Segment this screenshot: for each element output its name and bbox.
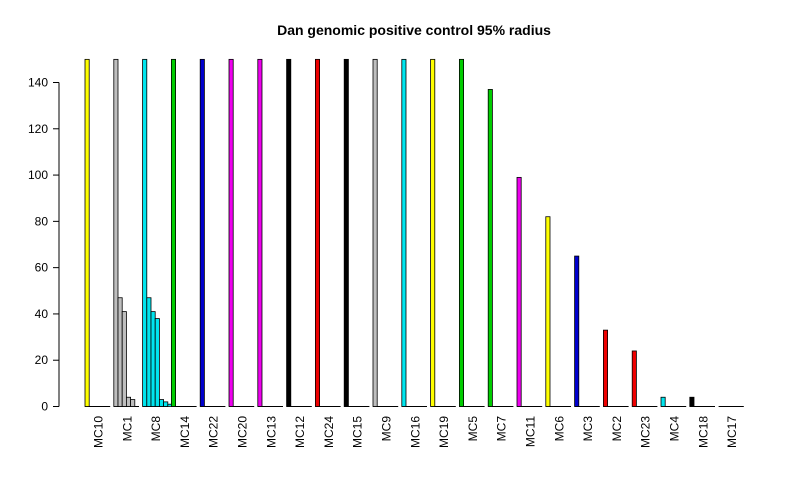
x-category-label: MC10: [92, 416, 106, 448]
bar: [401, 58, 407, 407]
bar: [343, 58, 349, 407]
bar: [516, 176, 522, 407]
bar: [228, 58, 234, 407]
x-category-label: MC17: [725, 416, 739, 448]
bar: [458, 58, 464, 407]
bars: [84, 58, 744, 407]
y-tick-label: 80: [35, 214, 49, 228]
x-axis-labels: MC10 MC1 MC8 MC14 MC22 MC20 MC13 MC12 MC24 MC15 MC…: [92, 416, 740, 448]
chart-title: Dan genomic positive control 95% radius: [277, 22, 551, 38]
x-category-label: MC3: [581, 416, 595, 442]
bar: [199, 58, 205, 407]
bar: [314, 58, 320, 407]
x-category-label: MC7: [495, 416, 509, 442]
bar: [631, 350, 637, 407]
x-category-label: MC8: [149, 416, 163, 442]
y-tick-label: 0: [41, 400, 48, 414]
x-category-label: MC20: [236, 416, 250, 448]
bar: [372, 58, 378, 407]
x-category-label: MC5: [466, 416, 480, 442]
bar: [660, 396, 666, 407]
y-tick-label: 40: [35, 307, 49, 321]
bar: [84, 58, 90, 407]
bar: [150, 311, 156, 407]
bar: [117, 297, 123, 407]
x-category-label: MC1: [120, 416, 134, 442]
bar: [170, 58, 176, 407]
x-category-label: MC23: [639, 416, 653, 448]
y-tick-label: 60: [35, 261, 49, 275]
x-category-label: MC18: [696, 416, 710, 448]
x-category-label: MC11: [524, 416, 538, 447]
x-category-label: MC6: [552, 416, 566, 442]
y-tick-label: 140: [28, 76, 48, 90]
bar: [257, 58, 263, 407]
x-category-label: MC4: [668, 416, 682, 442]
bar: [545, 216, 551, 407]
x-category-label: MC16: [408, 416, 422, 448]
bar: [146, 297, 152, 407]
bar: [689, 396, 695, 407]
x-category-label: MC2: [610, 416, 624, 442]
x-category-label: MC15: [351, 416, 365, 448]
bar: [126, 396, 132, 407]
y-axis: 0 20 40 60 80 100 120 140: [28, 76, 60, 414]
y-tick-label: 20: [35, 353, 49, 367]
bar: [158, 399, 164, 407]
bar: [163, 401, 169, 407]
x-category-label: MC24: [322, 416, 336, 448]
bar: [154, 318, 160, 407]
y-tick-label: 120: [28, 122, 48, 136]
bar: [603, 329, 609, 407]
x-category-label: MC12: [293, 416, 307, 448]
bar: [286, 58, 292, 407]
x-category-label: MC9: [380, 416, 394, 442]
bar: [430, 58, 436, 407]
bar: [574, 255, 580, 407]
bar: [121, 311, 127, 407]
bar: [487, 89, 493, 407]
x-category-label: MC13: [264, 416, 278, 448]
x-category-label: MC14: [178, 416, 192, 448]
y-tick-label: 100: [28, 168, 48, 182]
x-category-label: MC19: [437, 416, 451, 448]
bar: [130, 399, 136, 407]
x-category-label: MC22: [207, 416, 221, 448]
bar: [113, 58, 119, 407]
bar: [142, 58, 148, 407]
